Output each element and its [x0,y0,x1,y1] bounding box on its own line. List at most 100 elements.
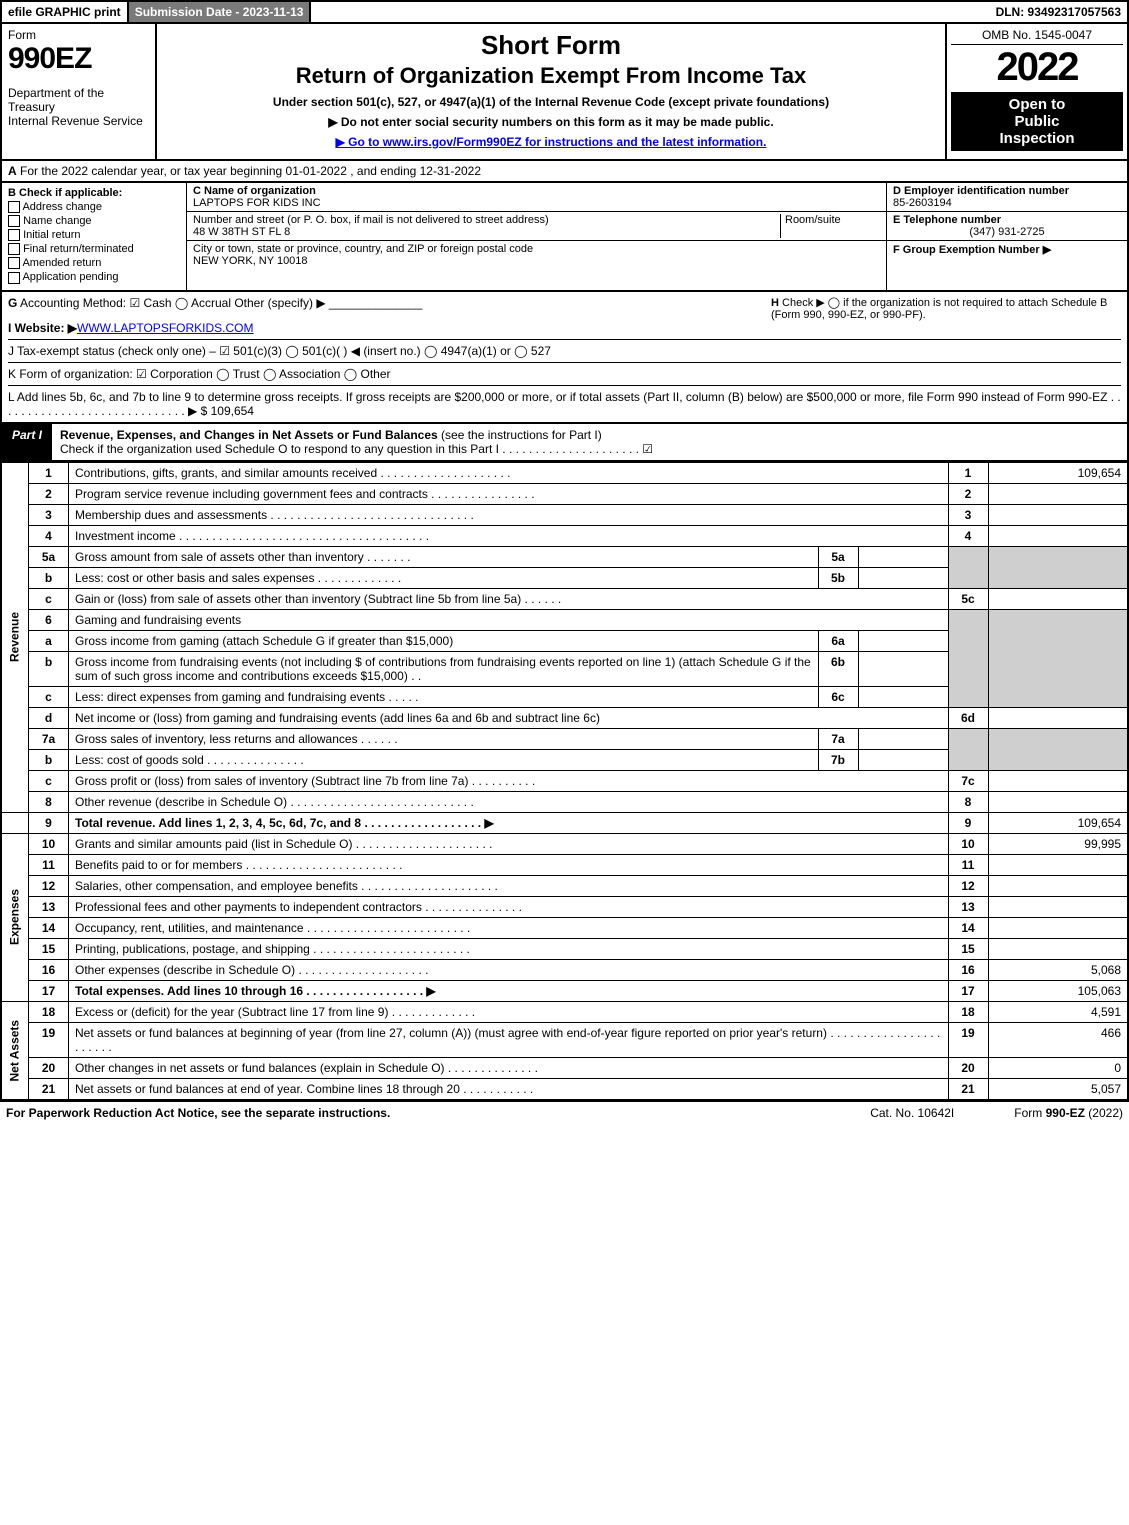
h-text: Check ▶ ◯ if the organization is not req… [771,297,1107,321]
line-j: J Tax-exempt status (check only one) – ☑… [8,339,1121,358]
cb-amended[interactable]: Amended return [8,257,180,269]
line-6c-desc: Less: direct expenses from gaming and fu… [69,686,819,707]
header-left: Form 990EZ Department of the Treasury In… [2,24,157,159]
line-20-desc: Other changes in net assets or fund bala… [69,1057,949,1078]
line-18-val: 4,591 [988,1001,1128,1022]
line-14-desc: Occupancy, rent, utilities, and maintena… [69,917,949,938]
footer: For Paperwork Reduction Act Notice, see … [0,1101,1129,1124]
line-8-val [988,791,1128,812]
line-13-desc: Professional fees and other payments to … [69,896,949,917]
efile-label: efile GRAPHIC print [2,2,129,22]
omb-number: OMB No. 1545-0047 [951,28,1123,45]
inspect-line2: Public [1014,113,1059,130]
tax-year: 2022 [951,45,1123,90]
open-to-public: Open to Public Inspection [951,92,1123,151]
part-1-check: Check if the organization used Schedule … [60,442,653,456]
header-right: OMB No. 1545-0047 2022 Open to Public In… [947,24,1127,159]
g-label: Accounting Method: [20,296,126,310]
part-1-label: Part I [2,424,52,460]
line-7a-desc: Gross sales of inventory, less returns a… [69,728,819,749]
line-15-val [988,938,1128,959]
section-g-l: H Check ▶ ◯ if the organization is not r… [0,292,1129,424]
line-1-val: 109,654 [988,462,1128,483]
cb-address[interactable]: Address change [8,201,180,213]
warn-ssn: ▶ Do not enter social security numbers o… [161,115,941,129]
line-i: I Website: ▶WWW.LAPTOPSFORKIDS.COM [8,321,1121,335]
line-1-desc: Contributions, gifts, grants, and simila… [69,462,949,483]
line-17-desc: Total expenses. Add lines 10 through 16 … [69,980,949,1001]
cb-pending[interactable]: Application pending [8,271,180,283]
dln: DLN: 93492317057563 [990,2,1127,22]
telephone: (347) 931-2725 [893,226,1121,238]
line-12-val [988,875,1128,896]
line-h: H Check ▶ ◯ if the organization is not r… [771,296,1121,321]
line-6d-val [988,707,1128,728]
form-header: Form 990EZ Department of the Treasury In… [0,24,1129,161]
short-form-title: Short Form [161,30,941,61]
f-lbl: F Group Exemption Number ▶ [893,244,1051,256]
form-word: Form [8,28,149,42]
org-street: 48 W 38TH ST FL 8 [193,226,290,238]
side-expenses: Expenses [1,833,29,1001]
line-2-desc: Program service revenue including govern… [69,483,949,504]
line-7c-val [988,770,1128,791]
ein: 85-2603194 [893,197,952,209]
col-de: D Employer identification number85-26031… [887,183,1127,290]
line-11-desc: Benefits paid to or for members . . . . … [69,854,949,875]
col-b: B Check if applicable: Address change Na… [2,183,187,290]
submission-date: Submission Date - 2023-11-13 [129,2,312,22]
part1-table: Revenue 1Contributions, gifts, grants, a… [0,462,1129,1101]
line-10-val: 99,995 [988,833,1128,854]
e-lbl: E Telephone number [893,214,1001,226]
irs-link[interactable]: ▶ Go to www.irs.gov/Form990EZ for instru… [336,135,767,149]
goto-link[interactable]: ▶ Go to www.irs.gov/Form990EZ for instru… [161,135,941,149]
line-16-desc: Other expenses (describe in Schedule O) … [69,959,949,980]
line-21-val: 5,057 [988,1078,1128,1100]
line-18-desc: Excess or (deficit) for the year (Subtra… [69,1001,949,1022]
line-5a-subval [858,546,948,567]
cb-initial[interactable]: Initial return [8,229,180,241]
part-1-header: Part I Revenue, Expenses, and Changes in… [0,424,1129,462]
return-title: Return of Organization Exempt From Incom… [161,63,941,89]
b-title: Check if applicable: [19,187,122,199]
footer-left: For Paperwork Reduction Act Notice, see … [6,1106,390,1120]
line-5c-val [988,588,1128,609]
cb-final[interactable]: Final return/terminated [8,243,180,255]
cb-name[interactable]: Name change [8,215,180,227]
line-9-val: 109,654 [988,812,1128,833]
line-9-desc: Total revenue. Add lines 1, 2, 3, 4, 5c,… [69,812,949,833]
c-name-lbl: C Name of organization [193,185,316,197]
line-19-val: 466 [988,1022,1128,1057]
line-6b-desc: Gross income from fundraising events (no… [69,651,819,686]
inspect-line1: Open to [1009,96,1066,113]
line-5c-desc: Gain or (loss) from sale of assets other… [69,588,949,609]
line-6a-desc: Gross income from gaming (attach Schedul… [69,630,819,651]
inspect-line3: Inspection [999,130,1074,147]
line-k: K Form of organization: ☑ Corporation ◯ … [8,362,1121,381]
website-link[interactable]: WWW.LAPTOPSFORKIDS.COM [77,321,253,335]
line-3-desc: Membership dues and assessments . . . . … [69,504,949,525]
line-11-val [988,854,1128,875]
line-4-desc: Investment income . . . . . . . . . . . … [69,525,949,546]
i-lbl: I Website: ▶ [8,321,77,335]
line-6-desc: Gaming and fundraising events [69,609,949,630]
line-a: A For the 2022 calendar year, or tax yea… [0,161,1129,183]
room-lbl: Room/suite [785,214,841,226]
line-14-val [988,917,1128,938]
org-name: LAPTOPS FOR KIDS INC [193,197,321,209]
under-section: Under section 501(c), 527, or 4947(a)(1)… [161,95,941,109]
top-bar: efile GRAPHIC print Submission Date - 20… [0,0,1129,24]
line-15-desc: Printing, publications, postage, and shi… [69,938,949,959]
line-6d-desc: Net income or (loss) from gaming and fun… [69,707,949,728]
line-17-val: 105,063 [988,980,1128,1001]
c-city-lbl: City or town, state or province, country… [193,243,533,255]
footer-right: Form 990-EZ (2022) [1014,1106,1123,1120]
line-3-val [988,504,1128,525]
line-7c-desc: Gross profit or (loss) from sales of inv… [69,770,949,791]
line-4-val [988,525,1128,546]
line-2-val [988,483,1128,504]
bc-block: B Check if applicable: Address change Na… [0,183,1129,292]
form-number: 990EZ [8,42,149,76]
col-c: C Name of organizationLAPTOPS FOR KIDS I… [187,183,887,290]
line-l: L Add lines 5b, 6c, and 7b to line 9 to … [8,385,1121,418]
